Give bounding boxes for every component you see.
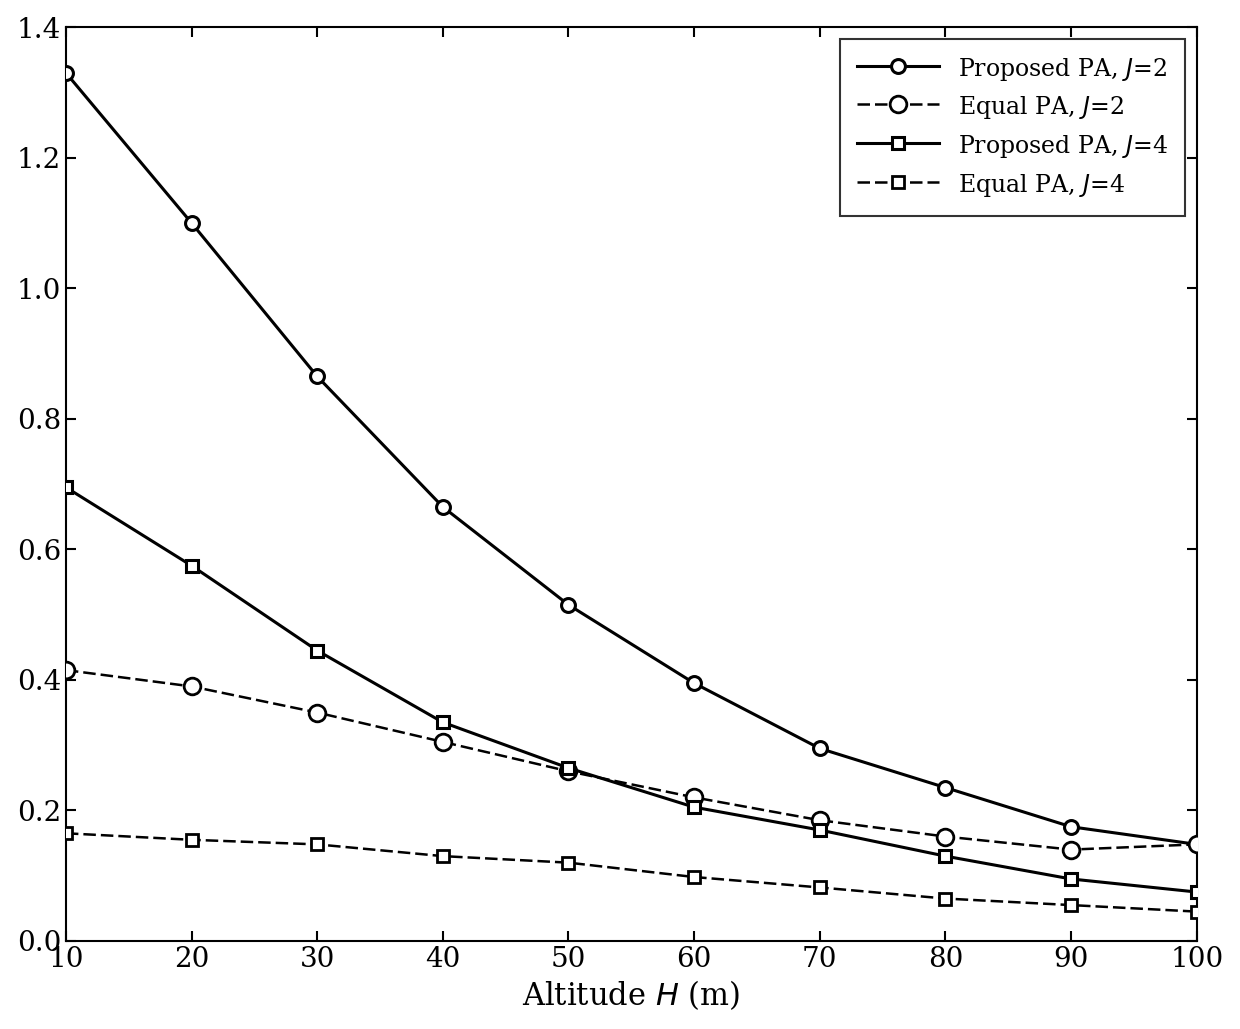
Line: Equal PA, $J$=2: Equal PA, $J$=2 [57,662,1205,858]
Proposed PA, $J$=2 [812,742,827,754]
Equal PA, $J$=4 [1189,906,1204,918]
Equal PA, $J$=2 [310,706,325,718]
Equal PA, $J$=4 [184,833,198,846]
Equal PA, $J$=4 [812,881,827,893]
Legend: Proposed PA, $J$=2, Equal PA, $J$=2, Proposed PA, $J$=4, Equal PA, $J$=4: Proposed PA, $J$=2, Equal PA, $J$=2, Pro… [841,39,1185,216]
Proposed PA, $J$=4 [560,761,575,774]
Proposed PA, $J$=4 [1189,886,1204,898]
Proposed PA, $J$=2 [1064,820,1079,832]
Proposed PA, $J$=2 [435,501,450,513]
Proposed PA, $J$=4 [310,644,325,657]
Equal PA, $J$=2 [1064,844,1079,856]
Proposed PA, $J$=2 [310,370,325,383]
Proposed PA, $J$=4 [184,560,198,572]
Proposed PA, $J$=2 [184,217,198,229]
Equal PA, $J$=2 [58,664,73,676]
Proposed PA, $J$=2 [937,781,952,793]
Proposed PA, $J$=4 [687,801,702,813]
Proposed PA, $J$=4 [435,716,450,729]
Equal PA, $J$=2 [687,791,702,804]
Equal PA, $J$=4 [1064,899,1079,912]
Equal PA, $J$=4 [58,827,73,840]
Line: Proposed PA, $J$=2: Proposed PA, $J$=2 [60,66,1204,851]
Line: Proposed PA, $J$=4: Proposed PA, $J$=4 [61,482,1203,897]
Equal PA, $J$=2 [937,830,952,843]
Proposed PA, $J$=4 [812,824,827,837]
Equal PA, $J$=2 [812,814,827,826]
Proposed PA, $J$=4 [937,850,952,862]
Equal PA, $J$=2 [435,736,450,748]
Equal PA, $J$=4 [435,850,450,862]
Proposed PA, $J$=4 [1064,873,1079,885]
Equal PA, $J$=2 [184,680,198,693]
Proposed PA, $J$=2 [58,67,73,79]
Equal PA, $J$=4 [310,839,325,851]
Proposed PA, $J$=2 [1189,839,1204,851]
Proposed PA, $J$=2 [560,599,575,611]
Equal PA, $J$=2 [1189,839,1204,851]
X-axis label: Altitude $H$ (m): Altitude $H$ (m) [522,979,740,1013]
Equal PA, $J$=4 [937,892,952,904]
Equal PA, $J$=4 [560,856,575,868]
Equal PA, $J$=4 [687,871,702,883]
Line: Equal PA, $J$=4: Equal PA, $J$=4 [61,827,1203,917]
Proposed PA, $J$=2 [687,677,702,689]
Equal PA, $J$=2 [560,766,575,778]
Proposed PA, $J$=4 [58,482,73,494]
